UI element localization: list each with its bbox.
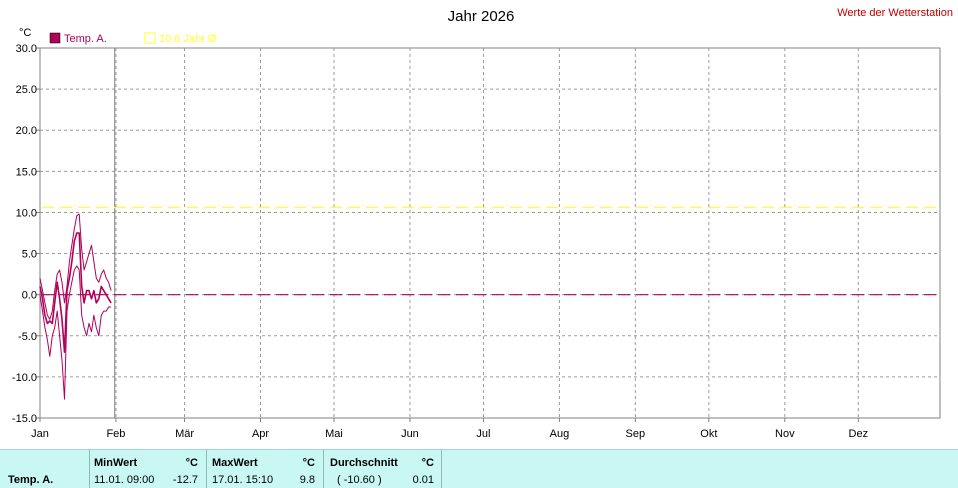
x-tick-label: Dez [849,428,869,440]
series-line-mean [39,232,112,354]
max-header: MaxWert [212,457,258,469]
x-tick-label: Mär [175,428,194,440]
legend-label-average: 10.6 Jahr Ø [159,33,217,45]
statistics-bar: Temp. A. MinWert °C 11.01. 09:00 -12.7 M… [0,449,958,488]
y-tick-label: 30.0 [16,43,37,55]
x-tick-label: Apr [252,428,269,440]
x-tick-label: Jun [401,428,419,440]
y-tick-label: -5.0 [18,331,37,343]
max-value: 9.8 [299,474,315,486]
stats-average-cell: Durchschnitt °C ( -10.60 ) 0.01 [323,450,442,488]
average-header: Durchschnitt [330,457,398,469]
reference-lines [42,206,938,296]
legend-label-temp: Temp. A. [64,33,107,45]
legend-swatch-average [144,32,156,44]
series-lines [39,213,112,400]
x-tick-label: Aug [550,428,570,440]
average-unit: °C [421,457,434,469]
chart-title: Jahr 2026 [448,8,515,25]
min-header: MinWert [94,457,138,469]
station-label: Werte der Wetterstation [837,7,953,19]
x-tick-label: Nov [775,428,795,440]
legend: Temp. A. 10.6 Jahr Ø [49,32,217,45]
plot-area [39,47,941,419]
max-time: 17.01. 15:10 [212,474,274,486]
x-tick-label: Sep [626,428,646,440]
series-line-min [39,265,112,400]
legend-swatch-temp [49,32,61,44]
y-tick-label: 5.0 [22,249,37,261]
y-tick-label: 20.0 [16,125,37,137]
x-tick-label: Jul [476,428,490,440]
y-tick-label: 0.0 [22,290,37,302]
min-time: 11.01. 09:00 [94,474,155,486]
y-unit-label: °C [19,27,31,39]
stats-label-cell: Temp. A. [0,450,90,488]
stats-series-label: Temp. A. [8,474,54,486]
y-tick-label: 10.0 [16,207,37,219]
x-tick-label: Mai [325,428,343,440]
y-tick-label: -10.0 [12,372,37,384]
series-line-max [39,213,112,320]
y-tick-label: 15.0 [16,166,37,178]
min-value: -12.7 [172,474,198,486]
x-tick-label: Jan [31,428,49,440]
x-tick-label: Okt [700,428,717,440]
stats-min-cell: MinWert °C 11.01. 09:00 -12.7 [89,450,207,488]
y-tick-label: 25.0 [16,84,37,96]
x-axis: Jan Feb Mär Apr Mai Jun Jul Aug Sep Okt Nov Dez [31,418,868,440]
y-tick-label: -15.0 [12,413,37,425]
average-note: ( -10.60 ) [337,474,382,486]
average-value: 0.01 [412,474,434,486]
stats-max-cell: MaxWert °C 17.01. 15:10 9.8 [206,450,324,488]
max-unit: °C [302,457,315,469]
x-tick-label: Feb [106,428,125,440]
min-unit: °C [185,457,198,469]
temperature-chart: Jahr 2026 Werte der Wetterstation °C Tem… [12,7,953,440]
y-axis: 30.0 25.0 20.0 15.0 10.0 5.0 0.0 -5.0 -10.0 -15.0 [12,43,40,425]
